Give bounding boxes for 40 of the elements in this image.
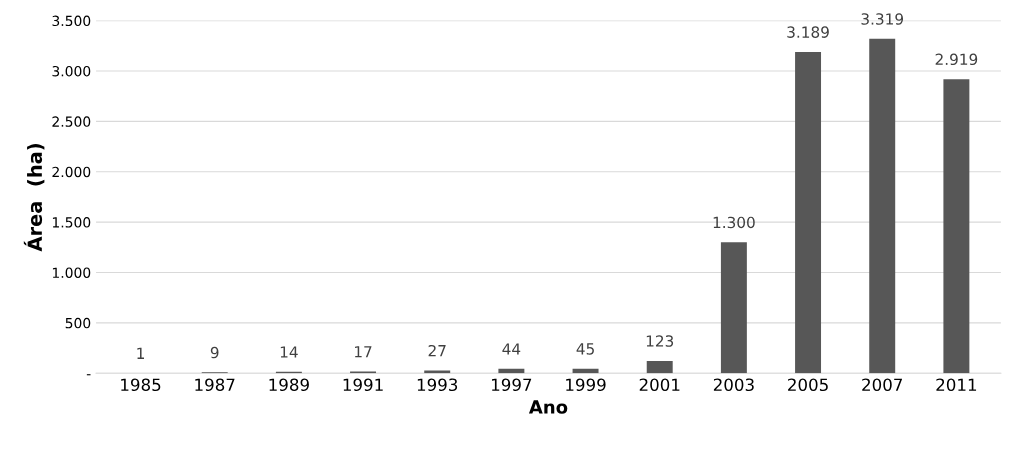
y-tick-label: 3.000 — [52, 65, 91, 77]
x-tick-label: 2003 — [713, 378, 754, 392]
x-tick-label: 1991 — [343, 378, 383, 392]
data-label: 3.189 — [787, 26, 829, 38]
data-label: 44 — [502, 343, 521, 355]
bar — [869, 38, 896, 374]
y-axis-title: Área (ha) — [23, 144, 45, 252]
x-tick-label: 1985 — [121, 378, 161, 392]
y-tick-label: 1.500 — [52, 217, 91, 228]
data-label: 1.300 — [713, 216, 755, 229]
data-label: 1 — [137, 347, 144, 359]
y-tick-label: 2.000 — [52, 166, 91, 178]
y-tick-label: 1.000 — [52, 267, 91, 278]
data-label: 45 — [576, 343, 594, 355]
data-label: 27 — [428, 344, 446, 357]
x-tick-label: 2011 — [936, 378, 977, 392]
bar — [720, 242, 747, 374]
x-tick-label: 1987 — [195, 378, 235, 392]
bar — [498, 368, 525, 374]
y-tick-label: 500 — [65, 317, 91, 329]
x-tick-label: 1993 — [417, 378, 458, 392]
y-tick-label: 3.500 — [52, 15, 91, 27]
y-tick-label: - — [86, 374, 91, 376]
data-label: 2.919 — [935, 53, 978, 66]
data-label: 123 — [646, 335, 674, 347]
x-tick-label: 2005 — [788, 378, 828, 392]
data-label: 14 — [280, 346, 298, 358]
data-label: 17 — [355, 346, 372, 358]
x-tick-label: 1999 — [566, 378, 606, 392]
bar — [943, 79, 970, 374]
data-label: 3.319 — [861, 13, 904, 25]
bar — [795, 51, 822, 374]
bar — [646, 360, 673, 374]
y-tick-label: 2.500 — [52, 116, 91, 127]
x-axis-title: Ano — [528, 400, 568, 414]
x-tick-label: 2001 — [639, 378, 680, 392]
x-tick-label: 1989 — [269, 378, 309, 392]
x-tick-label: 2007 — [862, 378, 902, 392]
x-tick-label: 1997 — [492, 378, 532, 392]
data-label: 9 — [210, 346, 219, 359]
